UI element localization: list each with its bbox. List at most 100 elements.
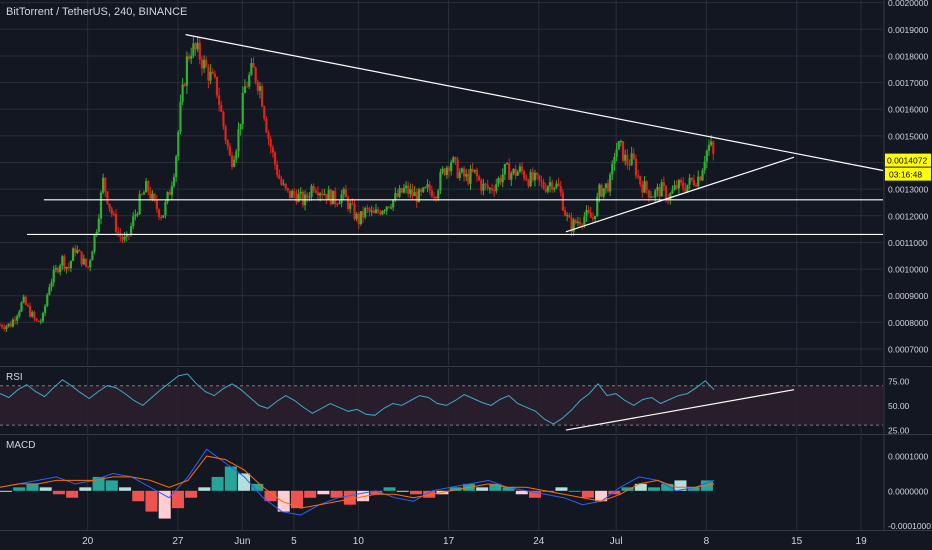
candle-up — [585, 209, 588, 217]
macd-y-tick-label: -0.0001000 — [888, 521, 931, 531]
candle-up — [5, 325, 8, 330]
candle-down — [254, 67, 257, 82]
candle-up — [91, 251, 94, 261]
candle-down — [531, 171, 534, 181]
candle-up — [359, 211, 363, 225]
candle-up — [7, 323, 10, 326]
candle-up — [65, 266, 68, 269]
candle-up — [181, 84, 184, 102]
candle-up — [656, 187, 659, 191]
y-tick-label: 0.0008000 — [888, 318, 928, 328]
candle-down — [263, 106, 266, 119]
candle-down — [207, 66, 210, 81]
candle-up — [705, 150, 708, 162]
candle-up — [548, 182, 552, 187]
candle-down — [658, 187, 661, 197]
candle-down — [183, 84, 186, 86]
candle-up — [93, 234, 96, 252]
candle-down — [641, 184, 644, 193]
candle-up — [441, 168, 444, 173]
candle-down — [108, 203, 111, 209]
candle-down — [67, 266, 70, 269]
candle-up — [241, 93, 244, 124]
candle-up — [643, 181, 646, 193]
candle-up — [48, 287, 51, 295]
candle-down — [699, 176, 702, 181]
candle-down — [694, 185, 698, 187]
candle-down — [104, 177, 107, 192]
macd-histogram-bar — [158, 490, 171, 519]
candle-down — [626, 154, 629, 165]
candle-down — [265, 118, 268, 133]
candle-down — [228, 146, 231, 156]
current-price-label-bg — [885, 153, 931, 167]
candle-down — [187, 56, 191, 59]
candle-up — [697, 176, 700, 187]
candle-up — [123, 236, 126, 240]
candle-down — [675, 185, 678, 189]
candle-down — [632, 153, 635, 159]
candle-up — [402, 187, 406, 193]
candle-down — [198, 42, 201, 60]
candle-down — [280, 178, 283, 185]
candle-up — [233, 159, 236, 167]
macd-histogram-bar — [449, 487, 462, 491]
candle-up — [619, 141, 622, 143]
rsi-pane[interactable]: 75.00 50.00 25.00 RSI — [0, 368, 910, 436]
macd-histogram-bar — [238, 473, 251, 491]
x-tick-label: 19 — [856, 536, 868, 547]
candle-down — [471, 168, 474, 172]
candle-up — [102, 177, 105, 193]
macd-histogram-bar — [66, 490, 79, 498]
macd-pane[interactable]: 0.0001000 0.0000000 -0.0001000 MACD — [0, 436, 931, 531]
candle-up — [677, 180, 681, 189]
rsi-y-tick-label: 50.00 — [888, 401, 910, 411]
candle-up — [426, 184, 429, 188]
macd-histogram-bar — [687, 487, 700, 491]
candle-down — [153, 193, 156, 201]
candle-up — [16, 316, 19, 321]
candle-up — [41, 312, 45, 322]
rsi-trendline — [565, 389, 795, 431]
candle-down — [211, 71, 214, 74]
y-tick-label: 0.0020000 — [888, 0, 928, 8]
candle-down — [561, 192, 564, 211]
candle-up — [129, 226, 133, 235]
candle-down — [0, 325, 2, 327]
candle-up — [308, 196, 311, 198]
candle-up — [370, 210, 373, 212]
candle-down — [37, 320, 40, 322]
candle-down — [443, 168, 446, 175]
macd-histogram-bar — [185, 490, 198, 498]
candle-down — [351, 203, 354, 205]
candle-down — [252, 63, 255, 68]
candle-down — [312, 185, 315, 191]
candle-up — [319, 193, 322, 196]
candle-down — [269, 139, 272, 148]
candle-down — [435, 196, 438, 199]
macd-histogram-bar — [555, 487, 568, 491]
candle-up — [258, 86, 262, 91]
candle-up — [327, 189, 330, 200]
candle-down — [570, 217, 573, 232]
candle-up — [364, 207, 367, 218]
candle-down — [447, 167, 451, 172]
candle-down — [205, 59, 208, 67]
candle-down — [682, 182, 685, 189]
candle-up — [190, 55, 193, 59]
candle-down — [480, 180, 483, 191]
macd-y-tick-label: 0.0000000 — [888, 486, 928, 496]
macd-y-tick-label: 0.0001000 — [888, 452, 928, 462]
macd-histogram-bar — [661, 483, 674, 491]
candle-up — [482, 183, 485, 191]
candle-down — [149, 191, 152, 199]
candle-up — [660, 182, 663, 197]
y-tick-label: 0.0017000 — [888, 78, 928, 88]
candle-down — [508, 163, 511, 180]
candle-down — [589, 212, 592, 218]
candle-up — [355, 213, 358, 220]
candle-up — [76, 249, 79, 253]
